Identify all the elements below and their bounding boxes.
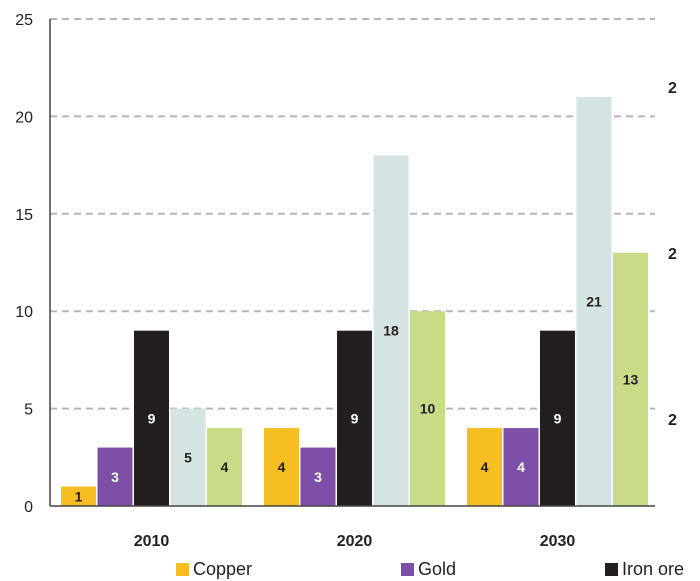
legend-item-iron-ore: Iron ore (605, 559, 684, 580)
bar-value-label: 5 (184, 449, 192, 465)
cutoff-label-3: 2 (668, 412, 677, 429)
y-tick-label: 20 (15, 109, 33, 126)
bar-value-label: 18 (383, 323, 399, 339)
legend-swatch-copper (176, 563, 189, 576)
legend-swatch-iron-ore (605, 563, 618, 576)
legend-label-gold: Gold (418, 559, 457, 579)
legend-item-copper: Copper (176, 559, 252, 580)
bar (410, 311, 445, 506)
cutoff-label-2: 2 (668, 246, 677, 263)
bar (170, 408, 206, 506)
bar-value-label: 4 (278, 459, 286, 475)
bar (613, 252, 648, 506)
bar-value-label: 3 (111, 469, 119, 485)
bars (61, 96, 648, 507)
bar (576, 96, 612, 507)
legend-label-copper: Copper (193, 559, 253, 579)
bar-value-label: 3 (314, 469, 322, 485)
bar (97, 447, 133, 506)
legend-item-gold: Gold (401, 559, 456, 580)
bar-value-label: 13 (623, 371, 639, 387)
bar (467, 428, 502, 506)
bar-value-label: 21 (586, 293, 602, 309)
bar (337, 330, 372, 506)
bar (207, 428, 242, 506)
x-tick-label: 2030 (540, 533, 576, 550)
bar (264, 428, 299, 506)
bar-value-label: 4 (221, 459, 229, 475)
y-tick-label: 25 (15, 12, 33, 29)
cutoff-label-1: 2 (668, 80, 677, 97)
bar (540, 330, 575, 506)
bar (503, 428, 539, 506)
legend-label-iron-ore: Iron ore (622, 559, 685, 579)
bar (300, 447, 336, 506)
bar-value-label: 4 (481, 459, 489, 475)
bar-value-label: 4 (517, 459, 525, 475)
y-tick-label: 10 (15, 304, 33, 321)
y-tick-label: 0 (24, 499, 33, 516)
bar-value-label: 9 (554, 410, 562, 426)
legend: Copper Gold Iron ore (0, 559, 700, 581)
bar-value-label: 9 (148, 410, 156, 426)
bar (61, 486, 96, 506)
bar (134, 330, 169, 506)
y-axis-ticks: 0 5 10 15 20 25 (15, 12, 33, 516)
y-tick-label: 15 (15, 207, 33, 224)
legend-swatch-gold (401, 563, 414, 576)
bar-value-label: 1 (75, 488, 83, 504)
bar (373, 155, 409, 507)
y-tick-label: 5 (24, 402, 33, 419)
bar-value-label: 10 (420, 401, 436, 417)
x-axis-ticks: 2010 2020 2030 (134, 533, 576, 550)
bar-value-label: 9 (351, 410, 359, 426)
x-tick-label: 2020 (337, 533, 373, 550)
x-tick-label: 2010 (134, 533, 170, 550)
